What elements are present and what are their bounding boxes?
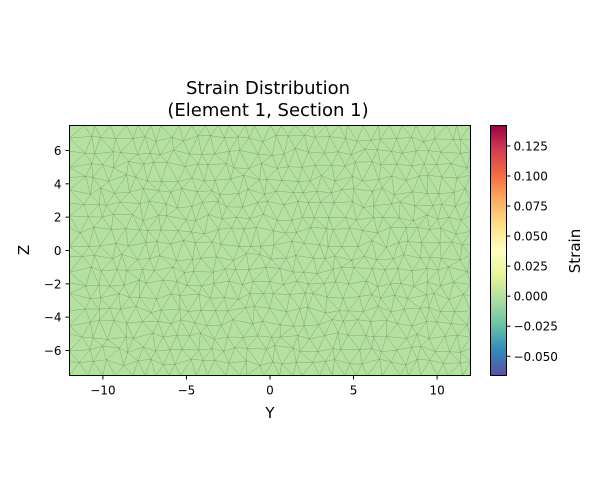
- y-tick-label: −4: [44, 311, 62, 325]
- colorbar: [490, 125, 507, 376]
- y-tick-label: −2: [44, 277, 62, 291]
- colorbar-tick-label: −0.025: [514, 320, 558, 334]
- colorbar-tick-label: 0.100: [514, 169, 548, 183]
- y-tick-label: 4: [54, 177, 62, 191]
- x-tick-label: 10: [429, 384, 444, 398]
- x-axis-label: Y: [264, 404, 275, 422]
- y-axis: −6 −4 −2 0 2 4 6: [44, 144, 70, 358]
- y-tick-label: 2: [54, 211, 62, 225]
- y-axis-label: Z: [15, 245, 33, 255]
- y-tick-label: 6: [54, 144, 62, 158]
- y-tick-label: 0: [54, 244, 62, 258]
- chart-title-line-1: Strain Distribution: [186, 78, 350, 99]
- triangle-mesh: [69, 125, 471, 376]
- colorbar-tick-label: −0.050: [514, 350, 558, 364]
- chart-title-line-2: (Element 1, Section 1): [167, 100, 368, 121]
- x-tick-label: 5: [350, 384, 358, 398]
- y-tick-label: −6: [44, 344, 62, 358]
- plot-area: [69, 125, 471, 376]
- x-tick-label: 0: [266, 384, 274, 398]
- x-axis: −10 −5 0 5 10: [90, 375, 445, 398]
- x-tick-label: −10: [90, 384, 115, 398]
- colorbar-tick-label: 0.050: [514, 230, 548, 244]
- colorbar-tick-label: 0.075: [514, 200, 548, 214]
- mesh-edges: [69, 125, 471, 376]
- colorbar-axis: −0.050 −0.025 0.000 0.025 0.050 0.075 0.100 0.1…: [506, 139, 558, 364]
- colorbar-label: Strain: [566, 229, 584, 273]
- x-tick-label: −5: [178, 384, 196, 398]
- colorbar-tick-label: 0.025: [514, 260, 548, 274]
- colorbar-tick-label: 0.125: [514, 139, 548, 153]
- colorbar-tick-label: 0.000: [514, 290, 548, 304]
